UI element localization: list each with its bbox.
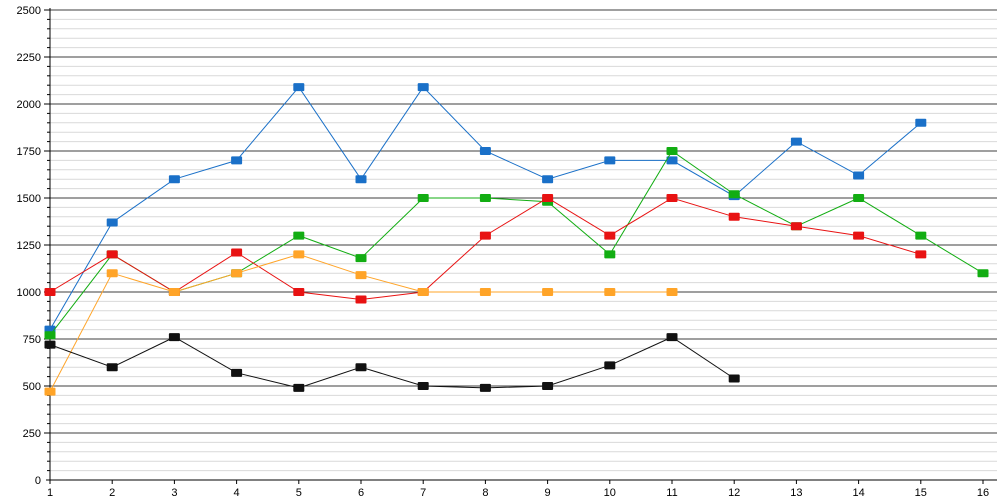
y-axis-tick-label: 2500 [17,5,41,17]
x-axis-tick-label: 4 [234,487,240,499]
series-blue-marker [915,118,927,127]
series-black-marker [44,340,56,349]
series-orange-marker [417,288,429,296]
series-orange-marker [231,269,243,278]
y-axis-tick-label: 750 [23,334,41,346]
series-red-marker [604,231,616,240]
series-green-marker [915,231,927,240]
series-orange-marker [44,387,56,396]
y-axis-tick-label: 1500 [17,193,41,205]
series-blue-marker [417,83,429,92]
series-red-marker [542,194,554,202]
series-blue-marker [542,175,554,184]
x-axis-tick-label: 8 [482,487,488,499]
series-blue-marker [666,156,678,165]
x-axis-tick-label: 15 [915,487,927,499]
series-blue-marker [355,175,367,184]
series-black-marker [231,368,243,377]
series-orange-marker [293,250,305,259]
y-axis-tick-label: 1750 [17,146,41,158]
y-axis-tick-label: 1250 [17,240,41,252]
x-axis-tick-label: 1 [47,487,53,499]
series-red-marker [293,288,305,296]
series-green-marker [417,194,429,202]
series-green-marker [355,254,367,263]
series-black-marker [728,374,740,383]
series-green-marker [604,250,616,259]
series-orange-marker [604,288,616,296]
series-blue-marker [790,137,802,146]
x-axis-tick-label: 12 [728,487,740,499]
series-black-marker [479,383,491,392]
series-black-marker [293,383,305,392]
series-blue-marker [293,83,305,92]
series-red-marker [355,295,367,304]
y-axis-tick-label: 1000 [17,287,41,299]
x-axis-tick-label: 13 [790,487,802,499]
series-black-line [49,336,735,389]
series-red-marker [44,288,56,296]
x-axis-tick-label: 3 [171,487,177,499]
y-axis-tick-label: 500 [23,381,41,393]
x-axis-tick-label: 2 [109,487,115,499]
series-green-line [49,150,984,336]
series-orange-marker [479,288,491,296]
series-red-marker [106,250,118,259]
series-red-marker [728,212,740,221]
series-green-marker [293,231,305,240]
series-blue-marker [604,156,616,165]
series-orange-marker [355,271,367,280]
series-red-marker [915,250,927,259]
series-black-marker [604,361,616,370]
x-axis-tick-label: 16 [977,487,989,499]
series-green-marker [44,331,56,340]
x-axis-tick-label: 10 [604,487,616,499]
series-blue-marker [853,171,865,180]
series-green-marker [853,194,865,202]
x-axis-tick-label: 6 [358,487,364,499]
y-axis-tick-label: 250 [23,428,41,440]
series-red-marker [666,194,678,202]
y-axis-tick-label: 0 [35,475,41,487]
series-black-marker [542,382,554,390]
series-orange-marker [542,288,554,296]
series-red-marker [853,231,865,240]
series-black-marker [168,333,180,342]
series-black-marker [666,333,678,342]
x-axis-tick-label: 11 [666,487,677,499]
series-blue-marker [479,147,491,155]
series-blue-marker [106,218,118,227]
x-axis-tick-label: 7 [420,487,426,499]
series-orange-marker [168,288,180,296]
x-axis-tick-label: 14 [852,487,864,499]
series-blue-marker [231,156,243,165]
series-black-marker [106,363,118,372]
series-green-marker [977,269,989,278]
series-orange-marker [106,269,118,278]
x-axis-tick-label: 5 [296,487,302,499]
series-green-marker [728,190,740,199]
series-orange-marker [666,288,678,296]
y-axis-tick-label: 2250 [17,52,41,64]
x-axis-tick-label: 9 [545,487,551,499]
series-red-line [49,197,921,301]
series-red-marker [479,231,491,240]
series-green-marker [479,194,491,202]
series-black-marker [417,382,429,390]
series-red-marker [231,248,243,257]
y-axis-tick-label: 2000 [17,99,41,111]
series-red-marker [790,222,802,231]
series-green-marker [666,147,678,155]
series-black-marker [355,363,367,372]
series-blue-marker [168,175,180,184]
